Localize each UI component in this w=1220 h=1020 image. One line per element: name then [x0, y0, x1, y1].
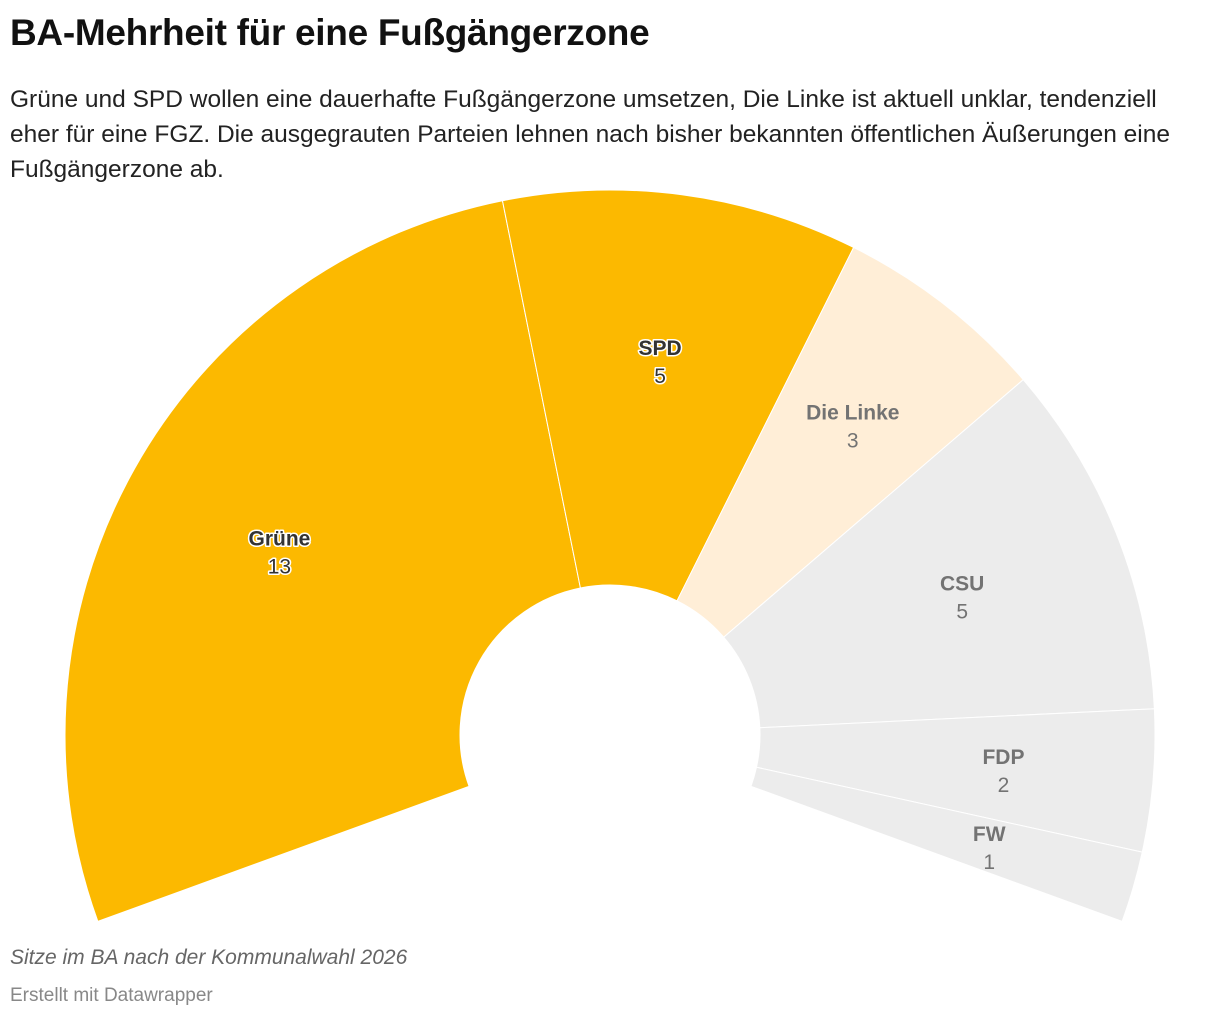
- seat-labels: Grüne 13 SPD 5 Die Linke 3 CSU 5 FDP 2 FW 1: [247, 336, 1024, 875]
- value-spd: 5: [654, 365, 666, 388]
- label-csu: CSU: [940, 573, 984, 596]
- value-gruene: 13: [268, 555, 291, 578]
- credit-line: Erstellt mit Datawrapper: [10, 985, 213, 1006]
- value-fw: 1: [983, 851, 995, 874]
- label-fw: FW: [973, 823, 1006, 846]
- slice-spd: [501, 190, 855, 602]
- slice-gruene: [64, 200, 581, 923]
- value-fdp: 2: [998, 774, 1010, 797]
- slice-die-linke: [676, 246, 1024, 638]
- label-die-linke: Die Linke: [806, 402, 899, 425]
- value-csu: 5: [956, 601, 968, 624]
- chart-note: Sitze im BA nach der Kommunalwahl 2026: [10, 946, 408, 969]
- value-die-linke: 3: [847, 430, 859, 453]
- label-fdp: FDP: [982, 746, 1024, 769]
- seat-slices: [64, 190, 1156, 923]
- chart-title: BA-Mehrheit für eine Fußgängerzone: [10, 12, 650, 53]
- seat-chart: Grüne 13 SPD 5 Die Linke 3 CSU 5 FDP 2 FW 1: [64, 190, 1156, 923]
- label-spd: SPD: [638, 337, 681, 360]
- slice-csu: [723, 378, 1155, 729]
- chart-subtitle: Grüne und SPD wollen eine dauerhafte Fuß…: [10, 86, 1170, 183]
- label-gruene: Grüne: [249, 527, 311, 550]
- slice-fw: [750, 766, 1143, 923]
